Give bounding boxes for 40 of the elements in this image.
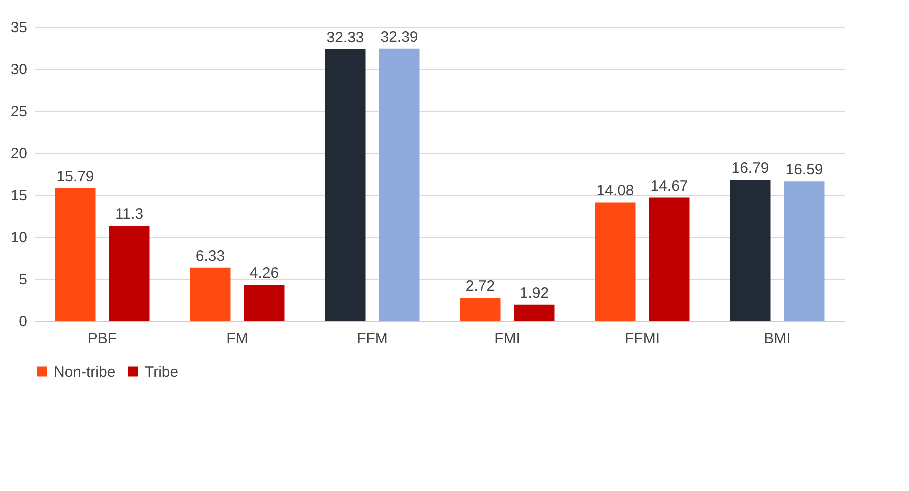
data-label: 11.3 <box>115 206 144 224</box>
legend-label: Tribe <box>145 364 179 381</box>
data-label: 16.79 <box>732 160 770 177</box>
bar <box>649 198 690 321</box>
y-tick-label: 20 <box>10 146 28 162</box>
bar <box>379 48 420 321</box>
bar <box>325 49 366 321</box>
x-tick-label: FM <box>226 330 248 348</box>
bar <box>730 180 771 321</box>
bar <box>514 304 555 321</box>
bar <box>190 268 231 321</box>
data-label: 32.39 <box>380 28 418 46</box>
bar <box>784 182 825 321</box>
bar <box>595 202 636 321</box>
y-tick-label: 35 <box>10 20 28 36</box>
bar <box>109 226 150 321</box>
x-tick-label: BMI <box>764 330 791 348</box>
bar <box>244 285 285 321</box>
data-label: 2.72 <box>466 278 496 296</box>
y-tick-label: 25 <box>10 104 28 120</box>
y-tick-label: 30 <box>10 62 28 78</box>
data-label: 14.08 <box>596 182 634 200</box>
x-tick-label: PBF <box>88 330 118 348</box>
y-tick-label: 0 <box>19 314 28 330</box>
data-label: 1.92 <box>520 284 550 302</box>
x-tick-label: FMI <box>494 330 520 348</box>
data-label: 4.26 <box>250 265 280 282</box>
y-tick-label: 15 <box>10 188 28 204</box>
bar <box>460 298 501 321</box>
x-tick-label: FFM <box>357 330 388 348</box>
data-label: 6.33 <box>196 248 226 265</box>
data-label: 16.59 <box>786 162 824 179</box>
x-tick-label: FFMI <box>625 330 660 348</box>
y-tick-label: 5 <box>19 272 28 288</box>
y-tick-label: 10 <box>10 230 28 246</box>
legend-label: Non-tribe <box>54 364 116 381</box>
data-label: 32.33 <box>326 29 364 46</box>
data-label: 14.67 <box>650 178 688 195</box>
bar <box>55 188 96 321</box>
data-label: 15.79 <box>56 168 94 186</box>
